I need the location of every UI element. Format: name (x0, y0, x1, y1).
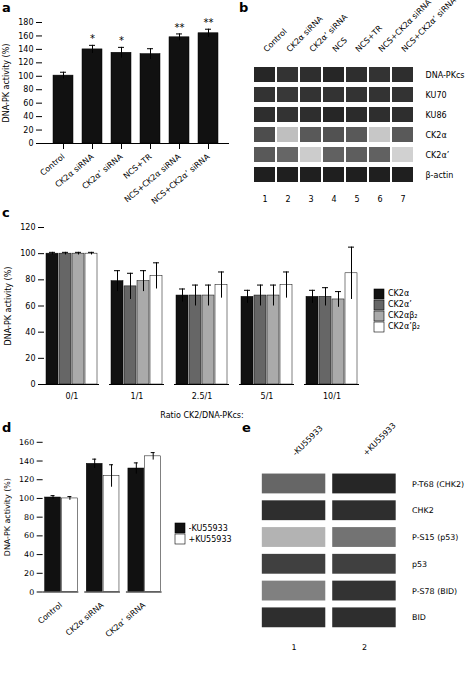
svg-text:NCS+TR: NCS+TR (353, 23, 385, 54)
svg-text:0: 0 (28, 139, 33, 148)
html-text:-KU55933: -KU55933 (188, 524, 228, 533)
svg-text:KU70: KU70 (426, 91, 447, 100)
svg-text:P-T68 (CHK2): P-T68 (CHK2) (412, 479, 464, 488)
svg-text:CK2α: CK2α (426, 131, 447, 140)
svg-text:120: 120 (18, 58, 33, 67)
svg-text:DNA-PK activity (%): DNA-PK activity (%) (4, 267, 13, 346)
svg-text:2: 2 (285, 195, 290, 204)
svg-text:120: 120 (20, 223, 35, 232)
svg-text:**: ** (175, 22, 185, 33)
svg-text:5/1: 5/1 (261, 392, 274, 401)
svg-text:1/1: 1/1 (131, 392, 144, 401)
svg-text:p53: p53 (412, 560, 427, 569)
svg-text:40: 40 (25, 328, 35, 337)
svg-text:DNA-PK activity (%): DNA-PK activity (%) (2, 44, 11, 123)
svg-text:CK2α siRNA: CK2α siRNA (53, 152, 96, 190)
svg-text:*: * (119, 35, 124, 46)
svg-text:120: 120 (19, 475, 34, 484)
svg-text:CK2α’ siRNA: CK2α’ siRNA (81, 152, 125, 191)
svg-text:NCS+CK2α siRNA: NCS+CK2α siRNA (122, 152, 183, 205)
html-text:CK2αβ₂: CK2αβ₂ (388, 311, 418, 320)
svg-text:BID: BID (412, 613, 426, 622)
svg-text:+KU55933: +KU55933 (361, 421, 398, 458)
html-text:CK2α: CK2α (388, 289, 410, 298)
svg-text:40: 40 (23, 112, 33, 121)
html-text:a: a (2, 0, 11, 15)
svg-text:1: 1 (262, 195, 267, 204)
svg-text:60: 60 (24, 531, 34, 540)
svg-text:DNA-PK activity (%): DNA-PK activity (%) (3, 478, 12, 556)
svg-text:Control: Control (38, 152, 66, 177)
svg-text:P-S15 (p53): P-S15 (p53) (412, 533, 458, 542)
svg-text:4: 4 (331, 195, 336, 204)
svg-text:CK2α’ siRNA: CK2α’ siRNA (104, 600, 148, 639)
html-text:e: e (242, 420, 251, 435)
html-text:+KU55933: +KU55933 (188, 535, 232, 544)
svg-text:NCS: NCS (331, 36, 349, 54)
svg-text:2.5/1: 2.5/1 (192, 392, 213, 401)
svg-text:80: 80 (23, 85, 33, 94)
svg-text:NCS+CK2α’ siRNA: NCS+CK2α’ siRNA (400, 0, 458, 54)
svg-text:100: 100 (20, 249, 35, 258)
svg-text:**: ** (204, 17, 214, 28)
svg-text:160: 160 (19, 438, 34, 447)
svg-text:2: 2 (362, 643, 367, 652)
svg-text:CK2α siRNA: CK2α siRNA (64, 600, 106, 637)
svg-text:100: 100 (19, 494, 34, 503)
svg-text:20: 20 (23, 126, 33, 135)
svg-text:5: 5 (354, 195, 359, 204)
html-text:CK2α’: CK2α’ (388, 300, 412, 309)
svg-text:140: 140 (19, 457, 34, 466)
svg-text:Control: Control (36, 601, 64, 626)
svg-text:160: 160 (18, 32, 33, 41)
svg-text:6: 6 (377, 195, 382, 204)
svg-text:20: 20 (24, 569, 34, 578)
svg-text:CK2α siRNA: CK2α siRNA (284, 14, 325, 54)
svg-text:20: 20 (25, 354, 35, 363)
svg-text:P-S78 (BID): P-S78 (BID) (412, 587, 457, 596)
svg-text:NCS+TR: NCS+TR (121, 152, 154, 181)
svg-text:100: 100 (18, 72, 33, 81)
svg-text:140: 140 (18, 45, 33, 54)
svg-text:DNA-PKcs: DNA-PKcs (426, 71, 465, 80)
svg-text:40: 40 (24, 550, 34, 559)
svg-text:0: 0 (29, 588, 34, 597)
svg-text:10/1: 10/1 (323, 392, 341, 401)
svg-text:60: 60 (23, 99, 33, 108)
svg-text:0: 0 (30, 380, 35, 389)
svg-text:80: 80 (24, 513, 34, 522)
svg-text:NCS+CK2α’ siRNA: NCS+CK2α’ siRNA (150, 152, 212, 205)
svg-text:80: 80 (25, 275, 35, 284)
svg-text:CHK2: CHK2 (412, 506, 434, 515)
svg-text:0/1: 0/1 (66, 392, 79, 401)
html-text:d: d (2, 420, 12, 435)
svg-text:β-actin: β-actin (426, 171, 454, 180)
html-text:c: c (2, 205, 10, 220)
html-text:b: b (239, 0, 249, 15)
svg-text:-KU55933: -KU55933 (291, 424, 325, 458)
svg-text:1: 1 (291, 643, 296, 652)
svg-text:Ratio CK2/DNA-PKcs:: Ratio CK2/DNA-PKcs: (160, 411, 243, 420)
svg-text:180: 180 (18, 18, 33, 27)
svg-text:CK2α’: CK2α’ (426, 151, 450, 160)
svg-text:CK2α’ siRNA: CK2α’ siRNA (308, 12, 350, 54)
svg-text:KU86: KU86 (426, 111, 447, 120)
svg-text:Control: Control (262, 27, 289, 54)
html-text:CK2α’β₂: CK2α’β₂ (388, 322, 421, 331)
svg-text:3: 3 (308, 195, 313, 204)
svg-text:*: * (90, 33, 95, 44)
svg-text:60: 60 (25, 302, 35, 311)
svg-text:7: 7 (400, 195, 405, 204)
